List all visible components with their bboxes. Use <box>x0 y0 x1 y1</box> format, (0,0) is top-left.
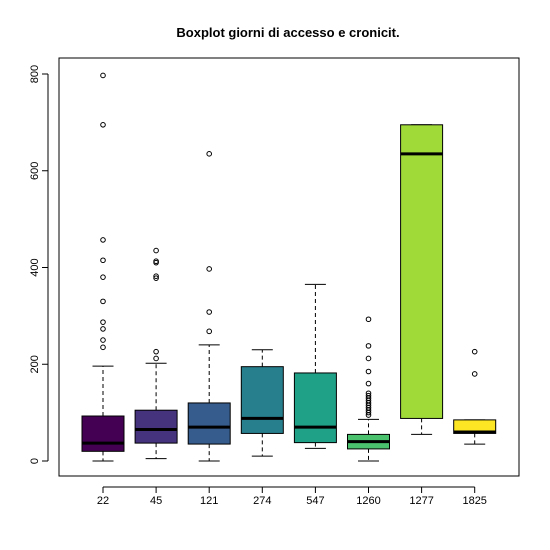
box-group <box>187 151 231 462</box>
x-tick-label: 274 <box>253 495 271 507</box>
outlier-point <box>365 316 372 323</box>
x-tick-label: 1825 <box>462 495 486 507</box>
box-group <box>400 124 444 435</box>
outlier-point <box>153 355 159 362</box>
outlier-point <box>100 72 106 79</box>
box-group <box>134 247 178 460</box>
outlier-point <box>471 348 478 355</box>
y-tick-label: 200 <box>29 355 41 373</box>
outlier-point <box>206 151 212 157</box>
outlier-point <box>100 298 106 305</box>
outlier-point <box>100 319 106 325</box>
y-tick-label: 800 <box>29 65 41 83</box>
y-tick-label: 600 <box>29 162 41 180</box>
x-axis: 22 45 121 274 547 1260 1277 1825 <box>97 486 487 507</box>
x-tick-label: 121 <box>200 495 218 507</box>
outlier-point <box>100 344 106 351</box>
box-iqr <box>240 366 284 434</box>
outlier-point <box>100 337 106 343</box>
outlier-point <box>365 390 372 397</box>
box-iqr <box>293 372 337 444</box>
chart-title: Boxplot giorni di accesso e cronicit. <box>176 25 399 40</box>
outlier-point <box>153 258 159 265</box>
outlier-point <box>100 121 106 128</box>
outlier-point <box>365 392 372 399</box>
outlier-point <box>206 328 212 335</box>
box-group <box>293 283 337 449</box>
y-tick-label: 0 <box>29 458 41 464</box>
x-tick-label: 1277 <box>409 495 433 507</box>
box-iqr <box>81 415 125 452</box>
x-tick-label: 547 <box>306 495 324 507</box>
box-group <box>240 349 284 457</box>
outlier-point <box>365 355 372 362</box>
x-tick-label: 1260 <box>356 495 380 507</box>
outlier-point <box>365 368 372 375</box>
y-axis: 0 200 400 600 800 <box>29 65 49 464</box>
outlier-point <box>100 237 106 243</box>
box-group <box>347 316 390 462</box>
y-tick-label: 400 <box>29 258 41 276</box>
outlier-point <box>100 274 106 280</box>
box-iqr <box>400 124 444 419</box>
outlier-point <box>153 348 159 355</box>
outlier-point <box>471 371 478 377</box>
boxes-layer <box>81 72 497 462</box>
x-tick-label: 45 <box>150 495 162 507</box>
outlier-point <box>365 343 372 349</box>
outlier-point <box>206 309 212 315</box>
outlier-point <box>100 257 106 264</box>
x-tick-label: 22 <box>97 495 109 507</box>
outlier-point <box>153 247 159 254</box>
plot-frame <box>58 57 520 477</box>
box-iqr <box>187 402 231 445</box>
outlier-point <box>206 266 212 272</box>
outlier-point <box>153 273 159 280</box>
outlier-point <box>365 380 372 387</box>
outlier-point <box>100 326 106 332</box>
box-iqr <box>134 409 178 444</box>
box-group <box>81 72 125 462</box>
box-group <box>453 348 497 445</box>
outlier-point <box>153 275 159 281</box>
